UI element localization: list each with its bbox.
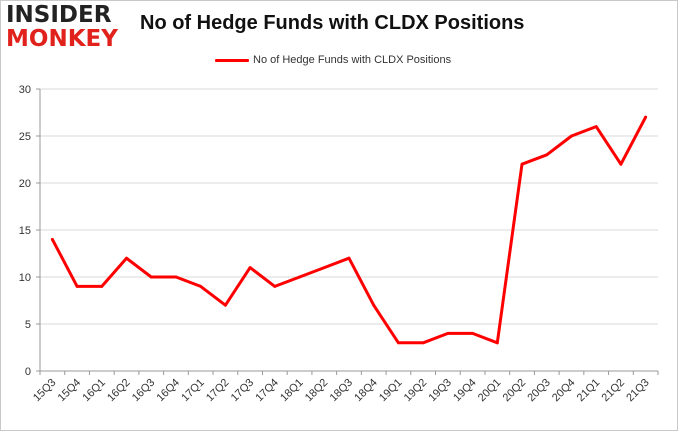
x-tick-label-16Q3: 16Q3 <box>130 377 158 405</box>
chart-title: No of Hedge Funds with CLDX Positions <box>140 12 525 34</box>
data-point-16Q2 <box>125 256 128 260</box>
x-tick-label-16Q1: 16Q1 <box>80 377 108 405</box>
x-tick-labels: 15Q315Q416Q116Q216Q316Q417Q117Q217Q317Q4… <box>31 377 652 405</box>
data-point-20Q1 <box>495 341 499 345</box>
x-tick-label-21Q3: 21Q3 <box>624 377 652 405</box>
x-tick-label-21Q2: 21Q2 <box>600 377 628 405</box>
data-point-21Q1 <box>594 125 598 128</box>
y-tick-label-20: 20 <box>19 178 31 190</box>
data-point-15Q3 <box>50 238 54 241</box>
x-tick-label-19Q4: 19Q4 <box>451 377 479 405</box>
x-tick-label-18Q4: 18Q4 <box>352 377 380 405</box>
x-tick-label-19Q2: 19Q2 <box>402 377 430 405</box>
x-tick-label-19Q1: 19Q1 <box>377 377 405 405</box>
grid-lines <box>40 88 658 325</box>
data-point-19Q3 <box>446 332 450 335</box>
y-tick-label-5: 5 <box>25 319 31 331</box>
data-point-16Q4 <box>174 275 178 279</box>
x-tick-label-20Q4: 20Q4 <box>550 377 578 405</box>
data-point-19Q4 <box>471 332 474 335</box>
data-point-18Q1 <box>298 275 301 279</box>
data-point-20Q3 <box>545 153 549 157</box>
data-point-19Q1 <box>397 341 400 345</box>
legend-label: No of Hedge Funds with CLDX Positions <box>253 54 452 66</box>
x-tick-label-20Q3: 20Q3 <box>525 377 553 405</box>
x-tick-label-15Q4: 15Q4 <box>56 377 84 405</box>
x-tick-label-20Q2: 20Q2 <box>501 377 529 405</box>
data-point-20Q4 <box>570 134 573 138</box>
x-tick-label-18Q1: 18Q1 <box>278 377 306 405</box>
x-tick-label-18Q3: 18Q3 <box>328 377 356 405</box>
data-point-15Q4 <box>75 285 79 288</box>
x-tick-label-15Q3: 15Q3 <box>31 377 59 405</box>
insider-monkey-logo: INSIDER MONKEY <box>6 4 128 51</box>
logo-text-insider: INSIDER <box>6 2 112 28</box>
x-tick-label-17Q4: 17Q4 <box>253 377 281 405</box>
chart-legend: No of Hedge Funds with CLDX Positions <box>215 54 451 66</box>
series-lines <box>50 115 648 345</box>
data-point-18Q3 <box>347 256 351 260</box>
x-tick-label-17Q1: 17Q1 <box>179 377 207 405</box>
y-tick-label-0: 0 <box>25 366 31 378</box>
data-point-20Q2 <box>520 162 524 166</box>
legend-line-swatch <box>215 58 249 62</box>
y-tick-label-30: 30 <box>19 84 31 96</box>
data-point-16Q1 <box>100 285 104 288</box>
data-point-19Q2 <box>421 341 425 345</box>
data-point-21Q2 <box>619 162 623 166</box>
data-point-17Q4 <box>273 285 277 288</box>
x-tick-label-17Q2: 17Q2 <box>204 377 232 405</box>
data-point-17Q2 <box>224 303 227 307</box>
x-tick-label-20Q1: 20Q1 <box>476 377 504 405</box>
x-tick-label-17Q3: 17Q3 <box>229 377 257 405</box>
data-point-17Q1 <box>199 285 203 288</box>
y-tick-label-15: 15 <box>19 225 31 237</box>
x-tick-label-18Q2: 18Q2 <box>303 377 331 405</box>
data-point-17Q3 <box>248 266 252 269</box>
x-tick-label-16Q2: 16Q2 <box>105 377 133 405</box>
x-tick-label-21Q1: 21Q1 <box>575 377 603 405</box>
data-point-18Q4 <box>372 303 376 307</box>
x-tick-label-16Q4: 16Q4 <box>155 377 183 405</box>
axes <box>36 88 659 375</box>
y-tick-label-10: 10 <box>19 272 31 284</box>
x-tick-label-19Q3: 19Q3 <box>426 377 454 405</box>
logo-text-monkey: MONKEY <box>6 26 118 52</box>
data-point-18Q2 <box>322 266 326 269</box>
y-tick-labels: 0 5 10 15 20 25 30 <box>19 84 31 378</box>
data-point-21Q3 <box>644 115 648 119</box>
data-point-16Q3 <box>149 275 153 279</box>
y-tick-label-25: 25 <box>19 131 31 143</box>
